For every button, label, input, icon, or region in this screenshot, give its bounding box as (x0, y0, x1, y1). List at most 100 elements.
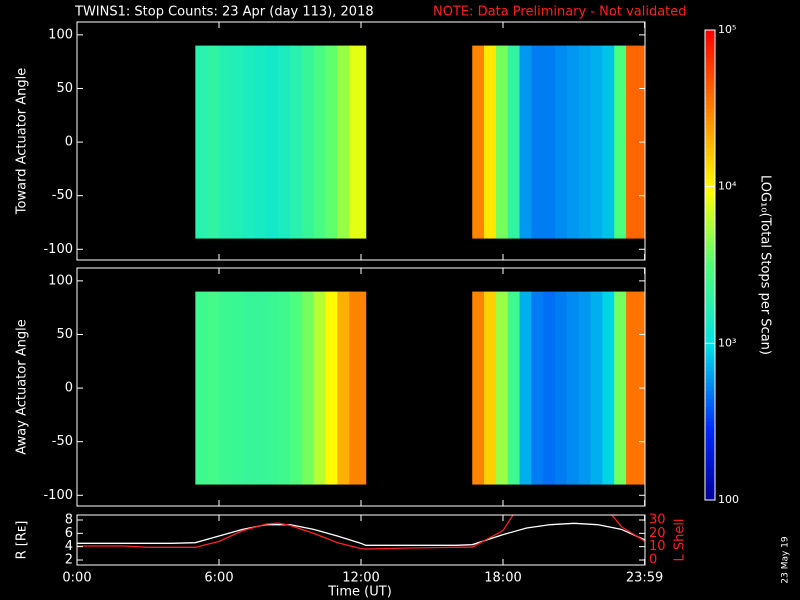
heat-cell (290, 291, 303, 485)
y-tick-label: 0 (65, 135, 73, 150)
line (77, 522, 645, 546)
colorbar-band (705, 453, 715, 458)
colorbar-band (705, 206, 715, 211)
heat-cell (543, 291, 556, 485)
colorbar-band (705, 245, 715, 250)
y-tick-label: 100 (48, 273, 73, 288)
colorbar-band (705, 257, 715, 262)
colorbar-band (705, 155, 715, 160)
colorbar-band (705, 374, 715, 380)
y-tick-label: 50 (56, 327, 73, 342)
colorbar-band (705, 308, 715, 313)
y-tick-label: 2 (65, 553, 73, 568)
colorbar-band (705, 441, 715, 446)
colorbar-band (705, 100, 715, 105)
colorbar-band (705, 335, 715, 340)
colorbar-band (705, 343, 715, 348)
y-label: Toward Actuator Angle (15, 68, 30, 215)
colorbar-band (705, 53, 715, 58)
colorbar-band (705, 143, 715, 148)
colorbar-band (705, 221, 715, 227)
heat-cell (301, 45, 315, 239)
heat-cell (207, 45, 220, 239)
colorbar-tick-label: 10⁴ (718, 180, 737, 193)
heat-cell (254, 45, 267, 239)
colorbar-band (705, 268, 715, 274)
colorbar-band (705, 49, 715, 54)
heat-cell (626, 291, 646, 485)
heat-cell (472, 291, 485, 485)
colorbar-band (705, 413, 715, 419)
colorbar-band (705, 347, 715, 352)
y2-label: L Shell (673, 518, 688, 561)
heat-cell (337, 45, 350, 239)
colorbar-band (705, 417, 715, 423)
colorbar-band (705, 198, 715, 203)
colorbar-band (705, 120, 715, 125)
colorbar-tick-label: 10³ (718, 336, 736, 349)
colorbar-band (705, 315, 715, 321)
y-tick-label: 0 (65, 381, 73, 396)
colorbar-band (705, 265, 715, 270)
heat-cell (507, 45, 521, 239)
heat-cell (495, 45, 509, 239)
colorbar-band (705, 33, 715, 39)
colorbar-band (705, 135, 715, 141)
colorbar-band (705, 409, 715, 415)
colorbar-band (705, 398, 715, 403)
y-tick-label: 50 (56, 81, 73, 96)
heat-cell (230, 291, 244, 485)
colorbar-band (705, 456, 715, 462)
y-tick-label: -50 (52, 434, 73, 449)
colorbar-band (705, 84, 715, 90)
colorbar-band (705, 147, 715, 152)
heat-cell (578, 45, 592, 239)
colorbar-band (705, 323, 715, 329)
heat-cell (266, 291, 279, 485)
colorbar-band (705, 327, 715, 333)
heat-cell (555, 291, 568, 485)
y-tick-label: 4 (65, 539, 73, 554)
colorbar-band (705, 225, 715, 231)
colorbar-band (705, 163, 715, 168)
colorbar-band (705, 362, 715, 368)
colorbar-band (705, 186, 715, 192)
colorbar-band (705, 386, 715, 391)
colorbar-band (705, 464, 715, 470)
colorbar-band (705, 476, 715, 481)
heat-cell (614, 45, 627, 239)
colorbar-band (705, 292, 715, 297)
colorbar-band (705, 30, 715, 35)
colorbar-band (705, 472, 715, 477)
colorbar-band (705, 382, 715, 387)
colorbar-band (705, 229, 715, 235)
colorbar-band (705, 80, 715, 86)
colorbar-band (705, 468, 715, 474)
colorbar-band (705, 284, 715, 289)
chart-title: TWINS1: Stop Counts: 23 Apr (day 113), 2… (74, 5, 374, 20)
colorbar-band (705, 92, 715, 98)
heat-cell (219, 45, 232, 239)
colorbar-band (705, 65, 715, 70)
heat-cell (626, 45, 646, 239)
heat-cell (195, 45, 208, 239)
y2-tick-label: 20 (649, 526, 666, 541)
note: NOTE: Data Preliminary - Not validated (433, 5, 687, 20)
colorbar-band (705, 484, 715, 489)
heat-cell (519, 291, 532, 485)
colorbar-band (705, 488, 715, 493)
colorbar-band (705, 429, 715, 434)
colorbar-band (705, 394, 715, 399)
heat-cell (313, 45, 326, 239)
heat-cell (531, 45, 544, 239)
colorbar-band (705, 261, 715, 266)
colorbar-band (705, 104, 715, 109)
colorbar-band (705, 437, 715, 442)
colorbar-band (705, 190, 715, 195)
colorbar-band (705, 366, 715, 372)
colorbar-tick-label: 100 (718, 493, 739, 506)
colorbar-band (705, 57, 715, 62)
colorbar-band (705, 460, 715, 466)
heat-cell (578, 291, 592, 485)
heat-cell (495, 291, 509, 485)
